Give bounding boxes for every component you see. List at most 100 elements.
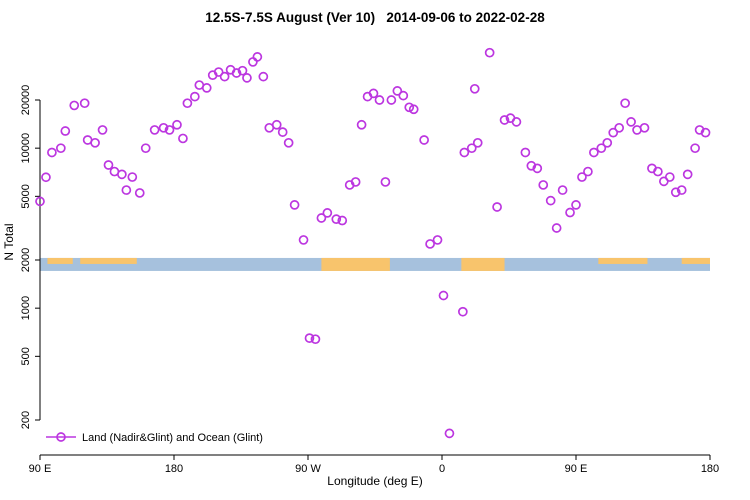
data-point: [172, 119, 182, 130]
data-point: [682, 169, 693, 180]
data-points: [35, 47, 711, 439]
y-tick-label: 1000: [20, 296, 32, 320]
x-axis-label: Longitude (deg E): [327, 474, 423, 488]
data-point: [248, 57, 258, 67]
data-point: [608, 127, 619, 138]
legend-label: Land (Nadir&Glint) and Ocean (Glint): [82, 432, 263, 444]
data-point: [134, 188, 145, 198]
chart-title: 12.5S-7.5S August (Ver 10) 2014-09-06 to…: [205, 10, 545, 25]
data-point: [368, 88, 379, 99]
y-tick-label: 20000: [20, 85, 32, 116]
land-segment: [321, 257, 390, 271]
data-point: [664, 172, 675, 182]
land-ocean-strip: [40, 257, 710, 271]
data-point: [551, 223, 562, 233]
data-point: [457, 306, 468, 317]
data-point: [511, 117, 522, 127]
data-point: [469, 83, 480, 94]
data-point: [583, 166, 593, 177]
data-point: [639, 122, 650, 133]
data-point: [304, 333, 315, 343]
data-point: [149, 125, 160, 135]
data-point: [271, 119, 282, 130]
data-point: [117, 169, 127, 180]
data-point: [310, 334, 321, 345]
data-point: [404, 102, 415, 113]
data-point: [532, 163, 543, 174]
data-point: [127, 172, 138, 182]
data-point: [690, 143, 700, 154]
data-point: [392, 86, 403, 96]
data-point: [538, 180, 549, 190]
data-point: [79, 98, 90, 109]
data-point: [459, 147, 470, 158]
data-point: [60, 126, 71, 136]
x-tick-label: 180: [165, 463, 183, 475]
data-point: [231, 68, 242, 78]
data-point: [386, 95, 397, 105]
data-point: [258, 71, 269, 82]
data-point: [653, 166, 663, 177]
data-point: [676, 185, 687, 195]
data-point: [565, 207, 575, 218]
data-point: [425, 239, 435, 249]
data-point: [158, 122, 169, 133]
data-point: [614, 122, 625, 133]
legend: Land (Nadir&Glint) and Ocean (Glint): [46, 432, 263, 444]
island-segment: [598, 257, 648, 264]
data-point: [178, 133, 188, 144]
data-point: [201, 83, 212, 93]
data-point: [69, 100, 80, 111]
data-point: [55, 143, 66, 154]
data-point: [252, 52, 263, 62]
data-point: [90, 137, 100, 148]
data-point: [571, 200, 581, 210]
data-point: [189, 91, 200, 102]
data-point: [350, 177, 361, 187]
data-point: [589, 147, 599, 158]
data-point: [577, 172, 587, 182]
y-axis-label: N Total: [2, 223, 16, 261]
axes: 200 500 1000 2000 5000 10000 20000 90 E 180 90 W 0…: [20, 85, 719, 475]
data-point: [213, 67, 224, 77]
data-point: [602, 137, 613, 148]
y-tick-label: 2000: [20, 248, 32, 272]
land-segment: [461, 257, 505, 271]
data-point: [520, 147, 531, 158]
y-tick-label: 5000: [20, 184, 32, 208]
data-point: [492, 202, 502, 212]
data-point: [626, 117, 636, 127]
data-point: [35, 196, 45, 207]
data-point: [472, 137, 483, 148]
data-point: [438, 290, 449, 301]
data-point: [219, 71, 230, 82]
island-segment: [47, 257, 73, 264]
data-point: [557, 185, 568, 195]
data-point: [41, 172, 51, 183]
legend-marker-icon: [56, 432, 66, 442]
data-point: [283, 137, 294, 148]
data-point: [398, 90, 409, 101]
data-point: [374, 95, 385, 105]
data-point: [670, 187, 681, 198]
data-point: [242, 73, 252, 83]
data-point: [103, 160, 114, 170]
data-point: [484, 47, 495, 58]
data-point: [432, 235, 443, 245]
data-point: [121, 185, 132, 195]
data-point: [526, 160, 537, 171]
data-point: [700, 127, 711, 138]
y-tick-label: 500: [20, 347, 32, 365]
data-point: [596, 143, 607, 154]
x-tick-label: 180: [701, 463, 719, 475]
data-point: [97, 125, 108, 135]
y-tick-label: 200: [20, 411, 32, 429]
data-point: [620, 98, 630, 109]
island-segment: [681, 257, 710, 264]
data-point: [289, 200, 300, 210]
data-point: [419, 135, 429, 145]
data-point: [316, 213, 327, 223]
data-point: [322, 208, 333, 218]
data-point: [277, 127, 288, 137]
